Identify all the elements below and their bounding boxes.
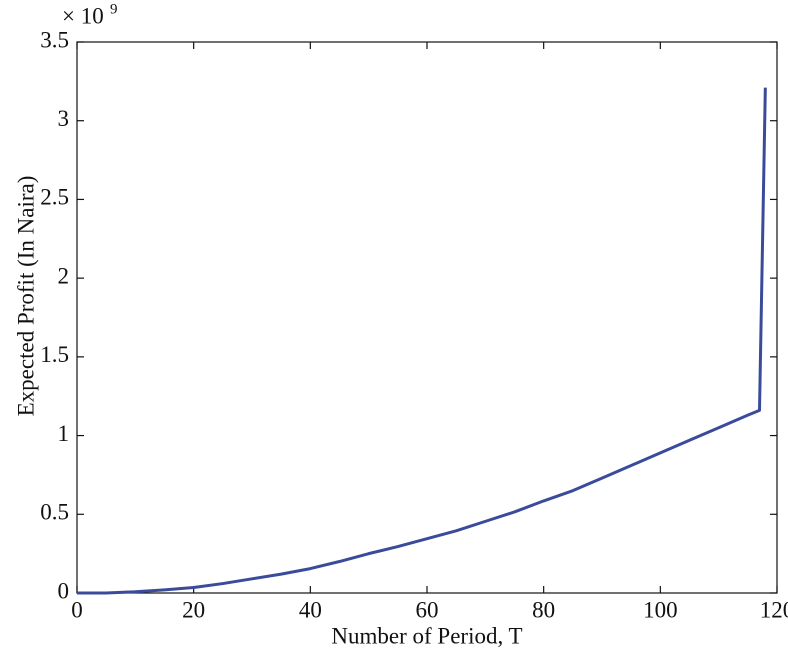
y-tick-label: 0.5 (40, 500, 69, 525)
y-tick-label: 2.5 (40, 185, 69, 210)
y-multiplier-exponent: 9 (110, 1, 118, 17)
y-tick-label: 0 (58, 578, 70, 603)
x-tick-label: 20 (182, 597, 205, 622)
x-tick-label: 60 (416, 597, 439, 622)
y-tick-label: 1.5 (40, 342, 69, 367)
x-tick-label: 40 (299, 597, 322, 622)
y-tick-label: 2 (58, 263, 70, 288)
plot-box (76, 41, 778, 594)
x-tick-label: 0 (71, 597, 83, 622)
y-axis-label: Expected Profit (In Naira) (13, 176, 38, 417)
x-tick-label: 120 (760, 597, 788, 622)
x-tick-label: 80 (532, 597, 555, 622)
y-tick-label: 3 (58, 106, 70, 131)
x-axis-label: Number of Period, T (331, 623, 522, 648)
y-tick-label: 3.5 (40, 27, 69, 52)
x-tick-label: 100 (643, 597, 678, 622)
y-tick-label: 1 (58, 421, 70, 446)
data-line (77, 87, 767, 595)
y-multiplier: × 10 (62, 3, 104, 28)
